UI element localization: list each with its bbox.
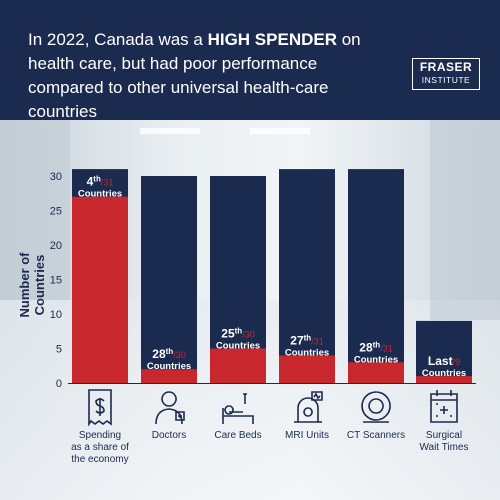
- y-axis-label: Number of Countries: [17, 252, 47, 318]
- rank-label: 28th/30: [152, 347, 185, 361]
- bar-total: [141, 176, 197, 383]
- x-category-label: MRI Units: [267, 430, 347, 442]
- hospital-bed-icon: [222, 393, 254, 424]
- rank-label-word: Countries: [78, 189, 122, 200]
- x-category-label-line: Spending: [78, 430, 122, 441]
- bar-canada-rank: [141, 369, 197, 383]
- ct-scanner-icon: [361, 391, 391, 423]
- rank-label-word: Countries: [422, 368, 466, 379]
- y-tick-label: 25: [50, 206, 62, 218]
- doctor-icon: [155, 391, 185, 425]
- x-category-label: Spending as a share of the economy: [60, 430, 140, 466]
- bar-total: [348, 169, 404, 383]
- headline-bold: HIGH SPENDER: [207, 30, 337, 49]
- rank-label-word: Countries: [216, 341, 260, 352]
- y-tick-label: 15: [50, 275, 62, 287]
- rank-label-word: Countries: [147, 361, 191, 372]
- bar-canada-rank: [348, 362, 404, 383]
- x-category-label-line: Care Beds: [214, 430, 262, 441]
- rank-label: 25th/30: [221, 327, 254, 341]
- headline: In 2022, Canada was a HIGH SPENDER on he…: [28, 28, 388, 124]
- bar-canada-rank: [210, 348, 266, 383]
- y-tick-label: 0: [56, 378, 62, 390]
- rank-label-word: Countries: [285, 347, 329, 358]
- rank-label: 28th/31: [359, 340, 392, 354]
- x-category-label: Care Beds: [198, 430, 278, 442]
- fraser-institute-logo: FRASER INSTITUTE: [412, 58, 480, 90]
- logo-line2: INSTITUTE: [421, 75, 471, 85]
- x-category-label: CT Scanners: [336, 430, 416, 442]
- x-category-label: Doctors: [129, 430, 209, 442]
- rank-label: 27th/31: [290, 333, 323, 347]
- x-category-label-line: MRI Units: [285, 430, 329, 441]
- x-category-label-line: Wait Times: [419, 442, 469, 453]
- headline-pre: In 2022, Canada was a: [28, 30, 208, 49]
- bar-total: [416, 320, 472, 383]
- headline-post: on health care, but had poor performance…: [28, 30, 361, 121]
- bar-canada-rank: [72, 196, 128, 383]
- rank-label: Last/9: [428, 354, 460, 368]
- rank-label-word: Countries: [354, 354, 398, 365]
- y-tick-label: 20: [50, 240, 62, 252]
- x-category-label-line: Doctors: [151, 430, 187, 441]
- y-tick-label: 30: [50, 171, 62, 183]
- x-category-label-line: CT Scanners: [346, 430, 406, 441]
- bar-total: [279, 169, 335, 383]
- bar-canada-rank: [416, 376, 472, 383]
- x-category-label-line: as a share of: [71, 442, 129, 453]
- calendar-medical-icon: [430, 390, 458, 423]
- y-tick-label: 10: [50, 309, 62, 321]
- mri-machine-icon: [294, 391, 323, 423]
- header-banner: In 2022, Canada was a HIGH SPENDER on he…: [0, 0, 500, 121]
- y-tick-label: 5: [56, 344, 62, 356]
- bar-canada-rank: [279, 355, 335, 383]
- money-receipt-icon: [88, 389, 112, 427]
- x-category-label-line: the economy: [71, 454, 129, 465]
- logo-line1: FRASER: [419, 60, 473, 74]
- rank-label: 4th/31: [87, 175, 114, 189]
- x-category-label: Surgical Wait Times: [404, 430, 484, 454]
- x-category-label-line: Surgical: [425, 430, 463, 441]
